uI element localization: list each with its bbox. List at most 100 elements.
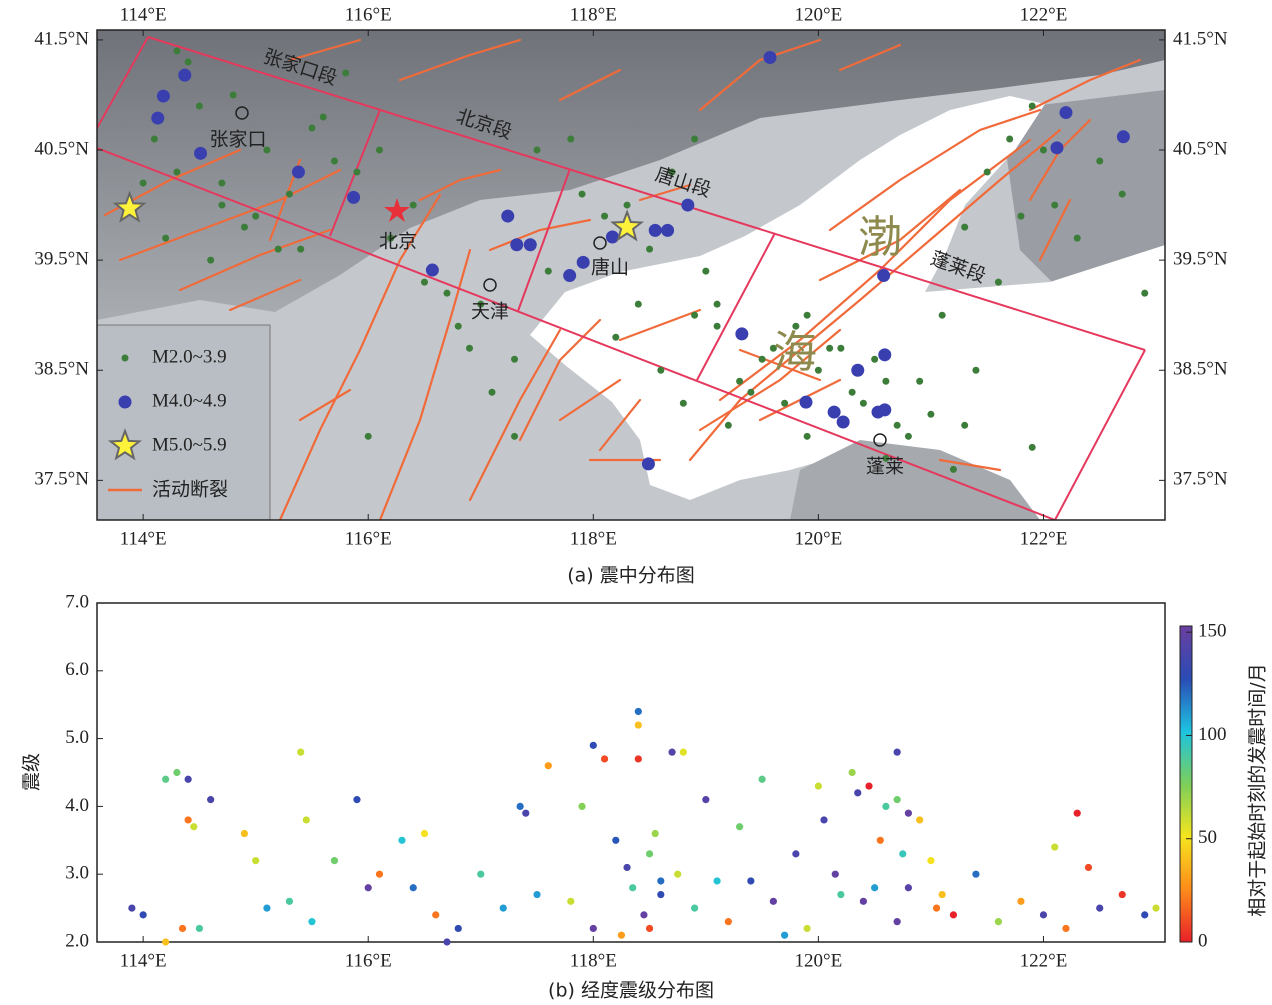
scatter-point xyxy=(871,884,879,892)
scatter-point xyxy=(308,918,316,926)
dot-marker xyxy=(961,421,969,429)
dot-marker xyxy=(1006,135,1014,143)
circle-marker xyxy=(523,238,537,252)
dot-marker xyxy=(567,135,575,143)
scatter-point xyxy=(1141,911,1149,919)
circle-marker xyxy=(178,68,192,82)
scatter-point xyxy=(904,884,913,892)
dot-marker xyxy=(150,135,158,143)
scatter-point xyxy=(747,877,755,885)
dot-marker xyxy=(511,355,519,363)
panel-caption: (a) 震中分布图 xyxy=(567,565,695,587)
map-marks xyxy=(112,47,1149,473)
x-tick-label: 122°E xyxy=(1020,950,1068,971)
dot-marker xyxy=(184,58,192,66)
dot-marker xyxy=(218,179,226,187)
y-tick-label: 5.0 xyxy=(65,727,89,748)
scatter-point xyxy=(814,782,822,790)
y-tick-label: 38.5°N xyxy=(1173,359,1228,380)
dot-marker xyxy=(646,245,654,253)
circle-marker xyxy=(799,395,813,409)
dot-marker xyxy=(533,146,541,154)
legend-label: 活动断裂 xyxy=(152,479,228,501)
legend: M2.0~3.9 M4.0~4.9 M5.0~5.9 活动断裂 xyxy=(96,324,271,521)
dot-marker xyxy=(601,212,609,220)
dot-marker xyxy=(466,344,474,352)
star-marker xyxy=(112,190,147,223)
circle-marker xyxy=(1059,106,1073,120)
scatter-point xyxy=(848,768,856,777)
circle-marker xyxy=(851,363,865,377)
scatter-point xyxy=(252,857,260,865)
x-tick-label: 120°E xyxy=(795,950,843,971)
dot-marker xyxy=(274,245,282,253)
circle-marker xyxy=(151,111,165,125)
scatter-point xyxy=(668,748,676,756)
circle-marker xyxy=(563,269,577,283)
scatter-point xyxy=(657,890,665,899)
dot-marker xyxy=(882,454,890,462)
scatter-point xyxy=(1051,843,1059,851)
circle-marker xyxy=(194,146,208,160)
scatter-point xyxy=(499,904,507,912)
scatter-point xyxy=(330,857,339,865)
x-tick-label: 120°E xyxy=(795,528,843,549)
y-tick-label: 37.5°N xyxy=(1173,469,1228,490)
scatter-point xyxy=(195,924,204,933)
scatter-point xyxy=(679,748,687,756)
x-tick-label: 116°E xyxy=(345,4,392,25)
dot-marker xyxy=(994,278,1002,286)
colorbar-tick-label: 100 xyxy=(1198,724,1227,745)
dot-marker xyxy=(252,212,260,220)
circle-marker xyxy=(735,327,749,341)
dot-marker xyxy=(736,377,744,385)
scatter-point xyxy=(162,938,170,946)
dot-marker xyxy=(972,366,980,374)
dot-marker xyxy=(792,322,800,330)
panel-caption: (b) 经度震级分布图 xyxy=(548,980,714,1002)
scatter-point xyxy=(690,904,699,912)
dot-marker xyxy=(747,388,755,396)
dot-marker xyxy=(871,355,879,363)
scatter-point xyxy=(589,741,597,749)
dot-marker xyxy=(229,91,237,99)
dot-marker xyxy=(904,432,912,440)
scatter-point xyxy=(724,918,732,926)
dot-marker xyxy=(1141,289,1149,297)
x-tick-label: 118°E xyxy=(570,4,617,25)
scatter-point xyxy=(651,829,659,838)
circle-marker xyxy=(878,348,892,362)
scatter-point xyxy=(634,755,642,763)
dot-marker xyxy=(330,157,338,165)
scatter-point xyxy=(904,809,913,817)
dot-marker xyxy=(1028,102,1036,110)
scatter-point xyxy=(477,870,485,878)
circle-marker xyxy=(681,198,695,212)
scatter-point xyxy=(758,775,766,783)
scatter-point xyxy=(932,904,941,912)
scatter-point xyxy=(645,850,654,858)
city-label: 蓬莱 xyxy=(866,456,904,478)
dot-marker xyxy=(409,201,417,209)
dot-marker xyxy=(353,168,361,176)
scatter-point xyxy=(1096,904,1104,912)
dot-marker xyxy=(443,289,451,297)
scatter-point xyxy=(820,816,828,824)
scatter-point xyxy=(454,924,462,933)
dot-marker xyxy=(240,223,248,231)
dot-marker xyxy=(916,377,924,385)
dot-marker xyxy=(859,399,867,407)
dot-marker xyxy=(364,432,372,440)
circle-marker xyxy=(877,269,891,283)
scatter-point xyxy=(949,911,958,919)
x-tick-label: 118°E xyxy=(570,950,617,971)
dot-marker xyxy=(1096,157,1104,165)
dot-marker xyxy=(207,256,215,264)
dot-marker xyxy=(173,47,181,55)
dot-marker xyxy=(1118,190,1126,198)
circle-marker xyxy=(878,403,892,417)
sea xyxy=(530,96,1165,520)
circle-marker xyxy=(425,263,439,277)
scatter-point xyxy=(207,796,215,804)
scatter-point xyxy=(139,911,147,919)
